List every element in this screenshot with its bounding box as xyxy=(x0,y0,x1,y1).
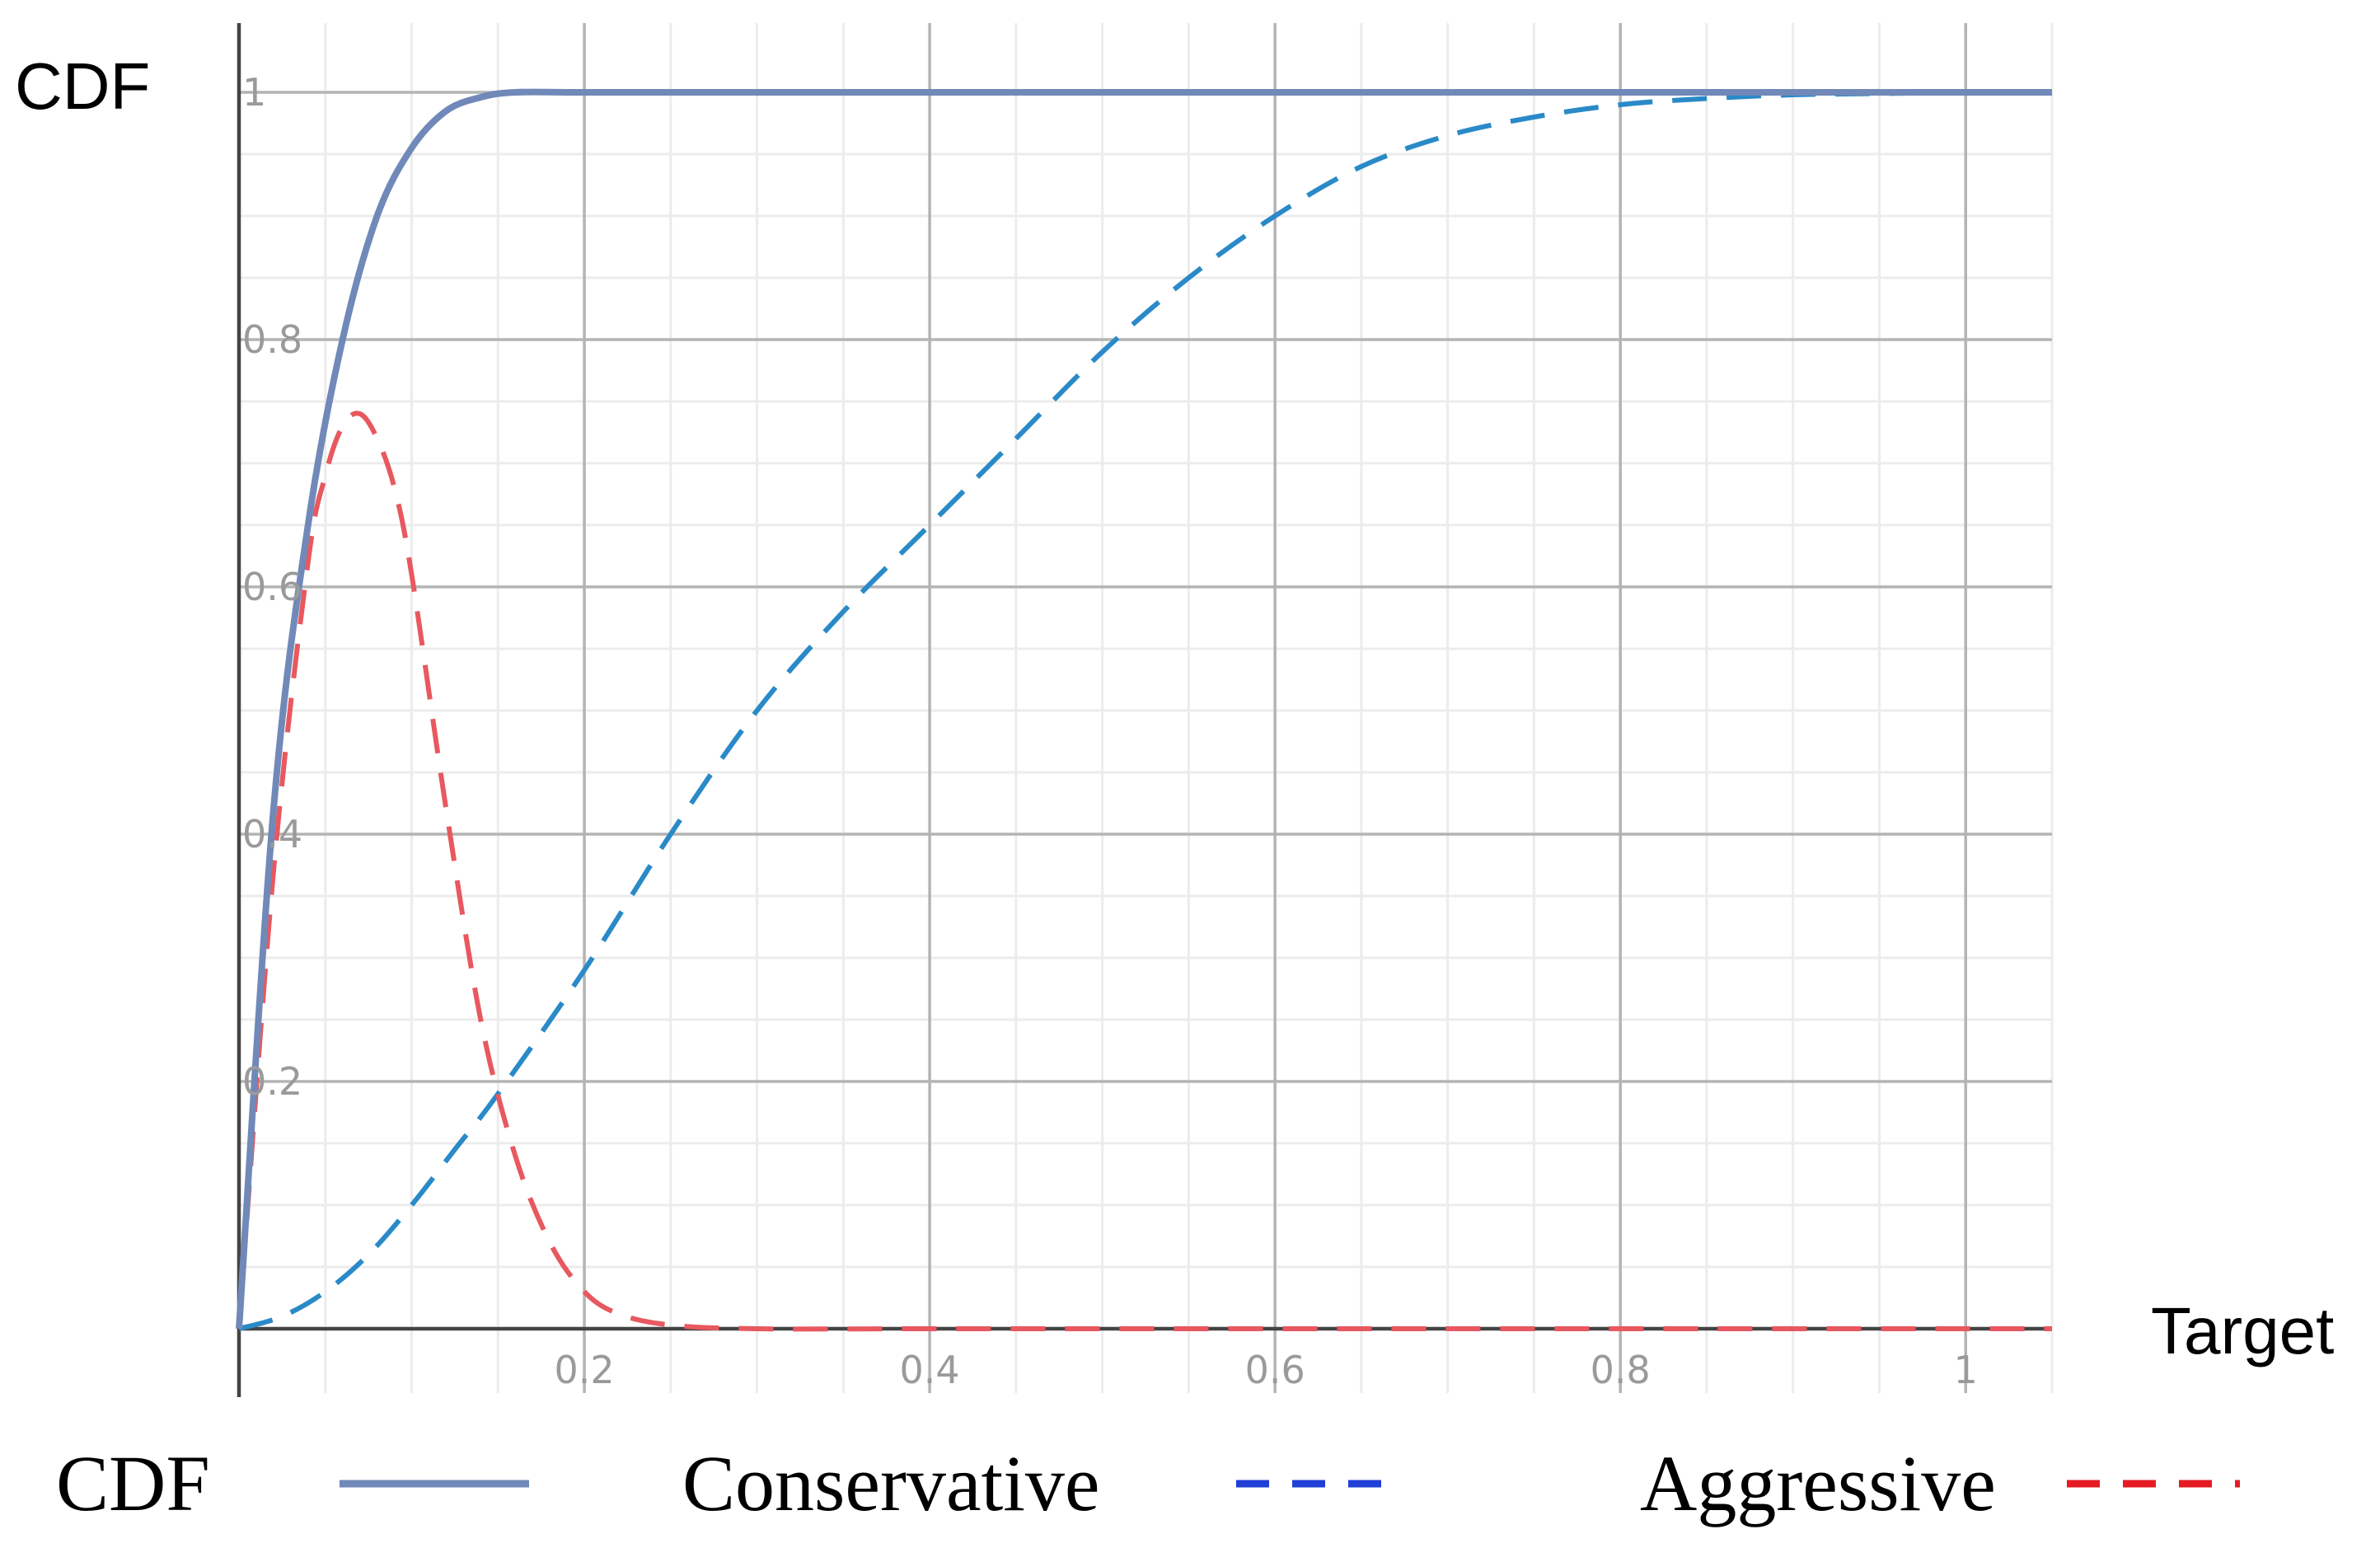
x-tick-label: 0.2 xyxy=(554,1348,614,1392)
series-line-cdf xyxy=(236,88,2052,1330)
legend-label-conservative: Conservative xyxy=(682,1439,1100,1527)
x-tick-label: 0.6 xyxy=(1245,1348,1305,1392)
y-tick-label: 0.8 xyxy=(242,317,302,362)
y-tick-label: 1 xyxy=(242,70,266,115)
legend-item-cdf: CDF xyxy=(56,1439,529,1527)
y-tick-label: 0.2 xyxy=(242,1059,302,1104)
tick-labels: 0.2 0.4 0.6 0.8 1 0.2 0.4 0.6 0.8 1 xyxy=(242,70,1978,1392)
y-tick-label: 0.6 xyxy=(242,565,302,609)
legend-label-cdf: CDF xyxy=(56,1439,210,1527)
series-line-aggressive xyxy=(237,410,2052,1332)
x-tick-label: 0.8 xyxy=(1591,1348,1651,1392)
y-tick-label: 0.4 xyxy=(242,812,302,856)
y-axis-title: CDF xyxy=(15,49,150,123)
minor-grid xyxy=(239,23,2054,1393)
legend-item-conservative: Conservative xyxy=(682,1439,1401,1527)
legend-item-aggressive: Aggressive xyxy=(1640,1439,2240,1527)
series-line-conservative xyxy=(238,89,2053,1331)
legend: CDF Conservative Aggressive xyxy=(56,1439,2240,1527)
x-tick-label: 1 xyxy=(1954,1348,1978,1392)
x-tick-label: 0.4 xyxy=(900,1348,960,1392)
legend-label-aggressive: Aggressive xyxy=(1640,1439,1996,1527)
major-grid xyxy=(239,23,2052,1393)
x-axis-title: Target xyxy=(2151,1294,2334,1367)
series-layer xyxy=(236,88,2053,1332)
